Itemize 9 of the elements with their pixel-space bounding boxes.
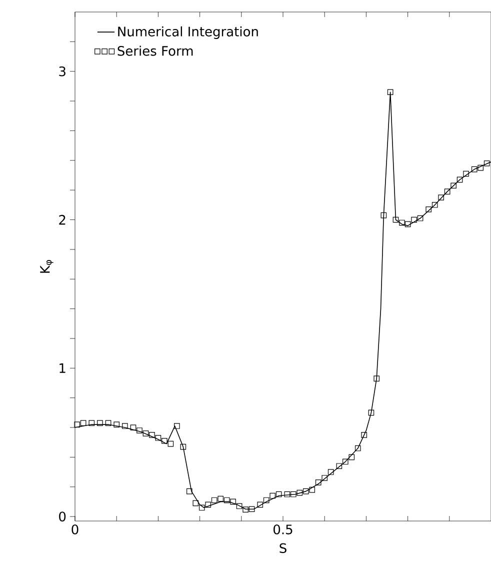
x-axis-title: S	[280, 543, 286, 554]
y-axis-title: K$_{φ}$	[40, 260, 54, 273]
legend-label: Series Form	[118, 46, 193, 56]
y-tick-label: 1	[60, 363, 66, 373]
y-tick-label: 3	[59, 66, 66, 76]
legend-label: Numerical Integration	[118, 26, 258, 39]
y-tick-label: 0	[59, 512, 66, 522]
x-tick-label: 0.5	[274, 524, 292, 534]
y-tick-label: 2	[59, 214, 66, 225]
